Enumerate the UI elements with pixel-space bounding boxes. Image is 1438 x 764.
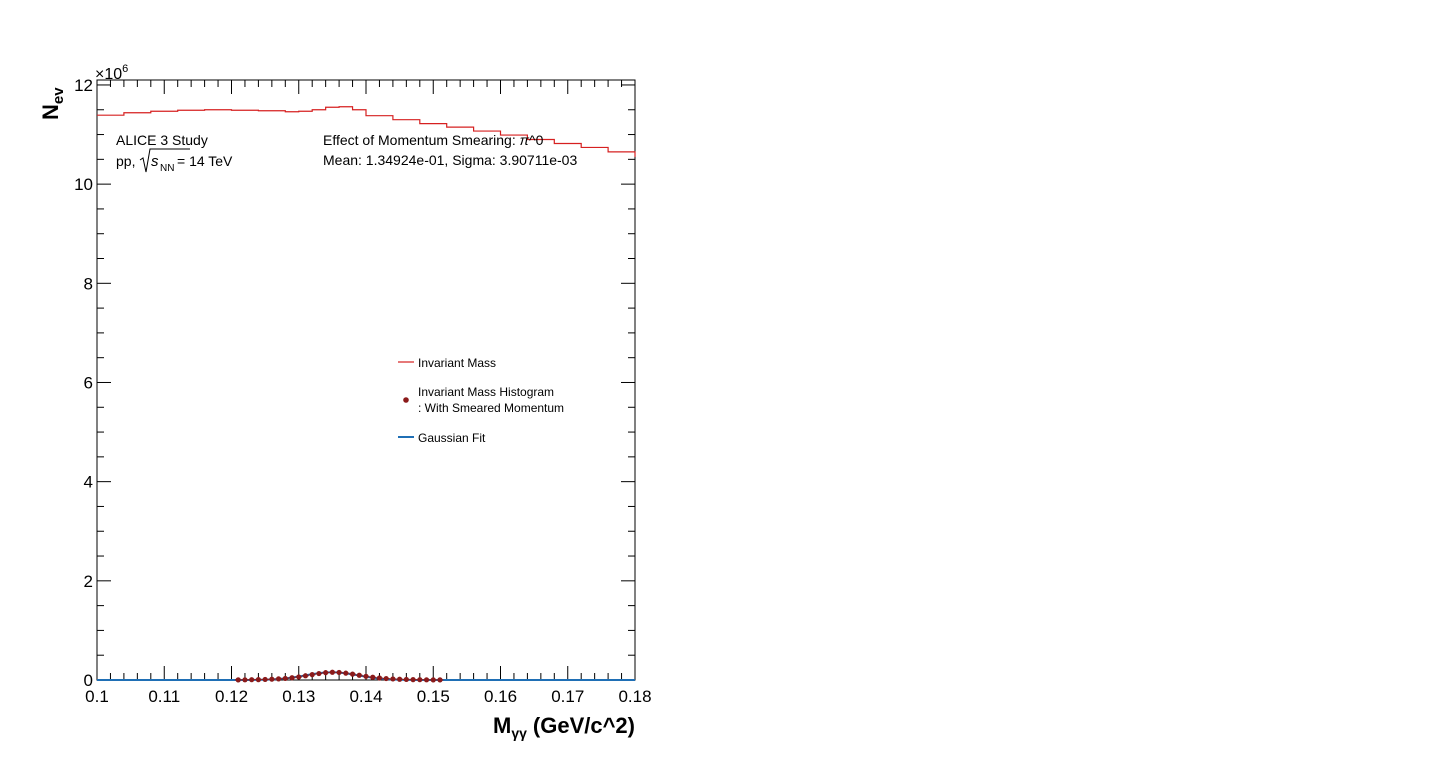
x-tick-label: 0.15 [417,687,450,706]
smeared-point [390,676,396,682]
x-axis-ticks: 0.1 0.11 0.12 0.13 0.14 0.15 0.16 0.17 0.18 [85,80,652,706]
smeared-point [249,677,255,683]
x-tick-label: 0.18 [618,687,651,706]
svg-text:pp,: pp, [116,153,135,169]
svg-text:= 14 TeV: = 14 TeV [177,153,233,169]
smeared-point [309,672,315,678]
legend-swatch-smeared [403,397,409,403]
smeared-point [423,677,430,683]
svg-text:s: s [151,153,159,170]
smeared-point [356,672,362,678]
smeared-point [329,669,335,675]
effect-label: Effect of Momentum Smearing: π^0 [323,132,544,148]
y-axis-ticks: 0 2 4 6 8 10 12 [74,76,635,690]
x-axis-title: Mγγ (GeV/c^2) [493,713,635,741]
plot-frame [96,79,636,681]
smeared-point [430,677,436,683]
legend: Invariant Mass Invariant Mass Histogram … [398,356,564,445]
smeared-point [296,674,302,680]
y-tick-label: 6 [84,373,93,392]
smeared-point [397,676,403,682]
y-axis-title: Nev [38,87,67,120]
smeared-point [349,671,356,677]
fit-stats-label: Mean: 1.34924e-01, Sigma: 3.90711e-03 [323,152,577,168]
smeared-point [275,676,282,682]
series-layer [97,106,636,683]
series-invariant-mass [97,106,636,157]
y-tick-label: 10 [74,175,93,194]
smeared-point [363,673,369,679]
svg-text:NN: NN [160,163,174,174]
y-tick-label: 2 [84,572,93,591]
x-tick-label: 0.13 [282,687,315,706]
x-tick-label: 0.16 [484,687,517,706]
x-tick-label: 0.1 [85,687,109,706]
legend-label-smeared-line1: Invariant Mass Histogram [418,385,554,399]
smeared-point [383,675,389,682]
x-tick-label: 0.17 [551,687,584,706]
y-tick-label: 4 [84,473,93,492]
system-label: pp, s NN = 14 TeV [116,148,233,174]
smeared-point [282,675,288,682]
y-tick-label: 12 [74,76,93,95]
smeared-point [262,676,268,683]
smeared-point [289,675,295,681]
y-exponent: ×106 [95,63,128,83]
smeared-point [302,673,309,679]
y-tick-label: 8 [84,274,93,293]
sqrt-symbol [139,148,190,173]
smeared-point [242,677,248,683]
smeared-point [370,674,376,680]
study-label: ALICE 3 Study [116,132,208,148]
x-tick-label: 0.14 [349,687,382,706]
smeared-point [417,677,423,683]
smeared-point [410,677,416,683]
smeared-point [403,676,409,683]
legend-label-invariant-mass: Invariant Mass [418,356,496,370]
smeared-point [255,677,261,683]
smeared-point [316,670,322,677]
y-tick-label: 0 [84,671,93,690]
smeared-point [336,669,342,676]
smeared-point [269,676,275,682]
smeared-point [235,677,241,683]
smeared-point [343,670,349,676]
legend-label-gaussian-fit: Gaussian Fit [418,431,486,445]
smeared-point [376,675,383,681]
smeared-point [437,677,443,683]
smeared-point [323,670,329,676]
x-tick-label: 0.12 [215,687,248,706]
legend-label-smeared-line2: : With Smeared Momentum [418,401,564,415]
x-tick-label: 0.11 [148,687,180,706]
